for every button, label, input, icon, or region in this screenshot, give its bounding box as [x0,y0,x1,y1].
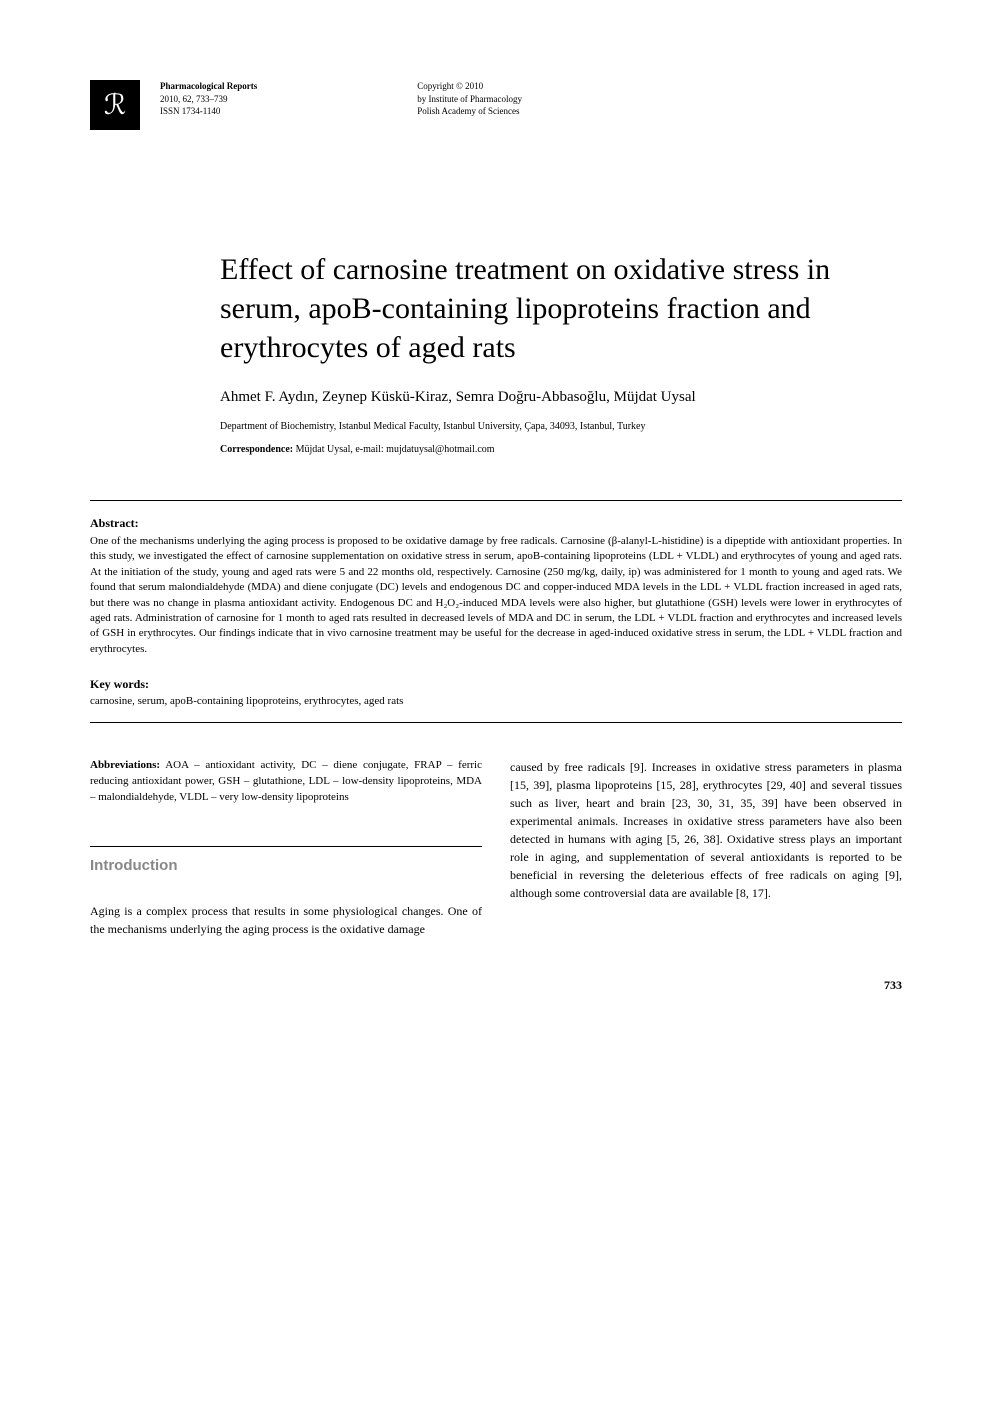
journal-info-block: Pharmacological Reports 2010, 62, 733–73… [160,80,257,118]
abbreviations: Abbreviations: AOA – antioxidant activit… [90,758,482,806]
keywords-text: carnosine, serum, apoB-containing lipopr… [90,695,902,707]
page-number: 733 [90,978,902,993]
page-header: ℛ Pharmacological Reports 2010, 62, 733–… [90,80,902,130]
affiliation: Department of Biochemistry, Istanbul Med… [220,421,902,432]
abbreviations-label: Abbreviations: [90,759,160,771]
authors: Ahmet F. Aydın, Zeynep Küskü-Kiraz, Semr… [220,389,902,406]
keywords-section: Key words: carnosine, serum, apoB-contai… [90,677,902,707]
copyright-org: Polish Academy of Sciences [417,105,522,118]
abstract-label: Abstract: [90,516,902,531]
article-title: Effect of carnosine treatment on oxidati… [220,250,902,367]
intro-paragraph-left: Aging is a complex process that results … [90,902,482,938]
copyright-line: Copyright © 2010 [417,80,522,93]
copyright-block: Copyright © 2010 by Institute of Pharmac… [417,80,522,118]
abstract-section: Abstract: One of the mechanisms underlyi… [90,516,902,657]
divider-top [90,500,902,501]
divider-bottom [90,722,902,723]
correspondence-label: Correspondence: [220,444,293,455]
intro-paragraph-right: caused by free radicals [9]. Increases i… [510,758,902,902]
abstract-text: One of the mechanisms underlying the agi… [90,534,902,657]
left-column: Abbreviations: AOA – antioxidant activit… [90,758,482,938]
journal-name: Pharmacological Reports [160,80,257,93]
introduction-heading: Introduction [90,846,482,878]
correspondence: Correspondence: Müjdat Uysal, e-mail: mu… [220,444,902,455]
copyright-by: by Institute of Pharmacology [417,93,522,106]
journal-issn: ISSN 1734-1140 [160,105,257,118]
body-columns: Abbreviations: AOA – antioxidant activit… [90,758,902,938]
keywords-label: Key words: [90,677,902,692]
journal-logo: ℛ [90,80,140,130]
journal-issue: 2010, 62, 733–739 [160,93,257,106]
right-column: caused by free radicals [9]. Increases i… [510,758,902,938]
correspondence-text: Müjdat Uysal, e-mail: mujdatuysal@hotmai… [293,444,494,455]
